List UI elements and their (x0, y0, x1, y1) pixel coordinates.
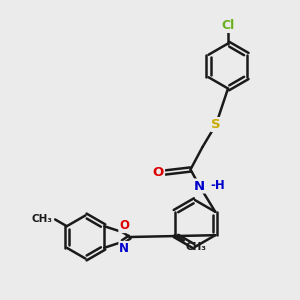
Text: O: O (119, 219, 129, 232)
Text: S: S (211, 118, 221, 131)
Text: Cl: Cl (221, 19, 235, 32)
Text: N: N (194, 179, 205, 193)
Text: O: O (153, 166, 164, 179)
Text: CH₃: CH₃ (32, 214, 53, 224)
Text: -H: -H (210, 178, 225, 192)
Text: CH₃: CH₃ (185, 242, 206, 252)
Text: N: N (119, 242, 129, 255)
